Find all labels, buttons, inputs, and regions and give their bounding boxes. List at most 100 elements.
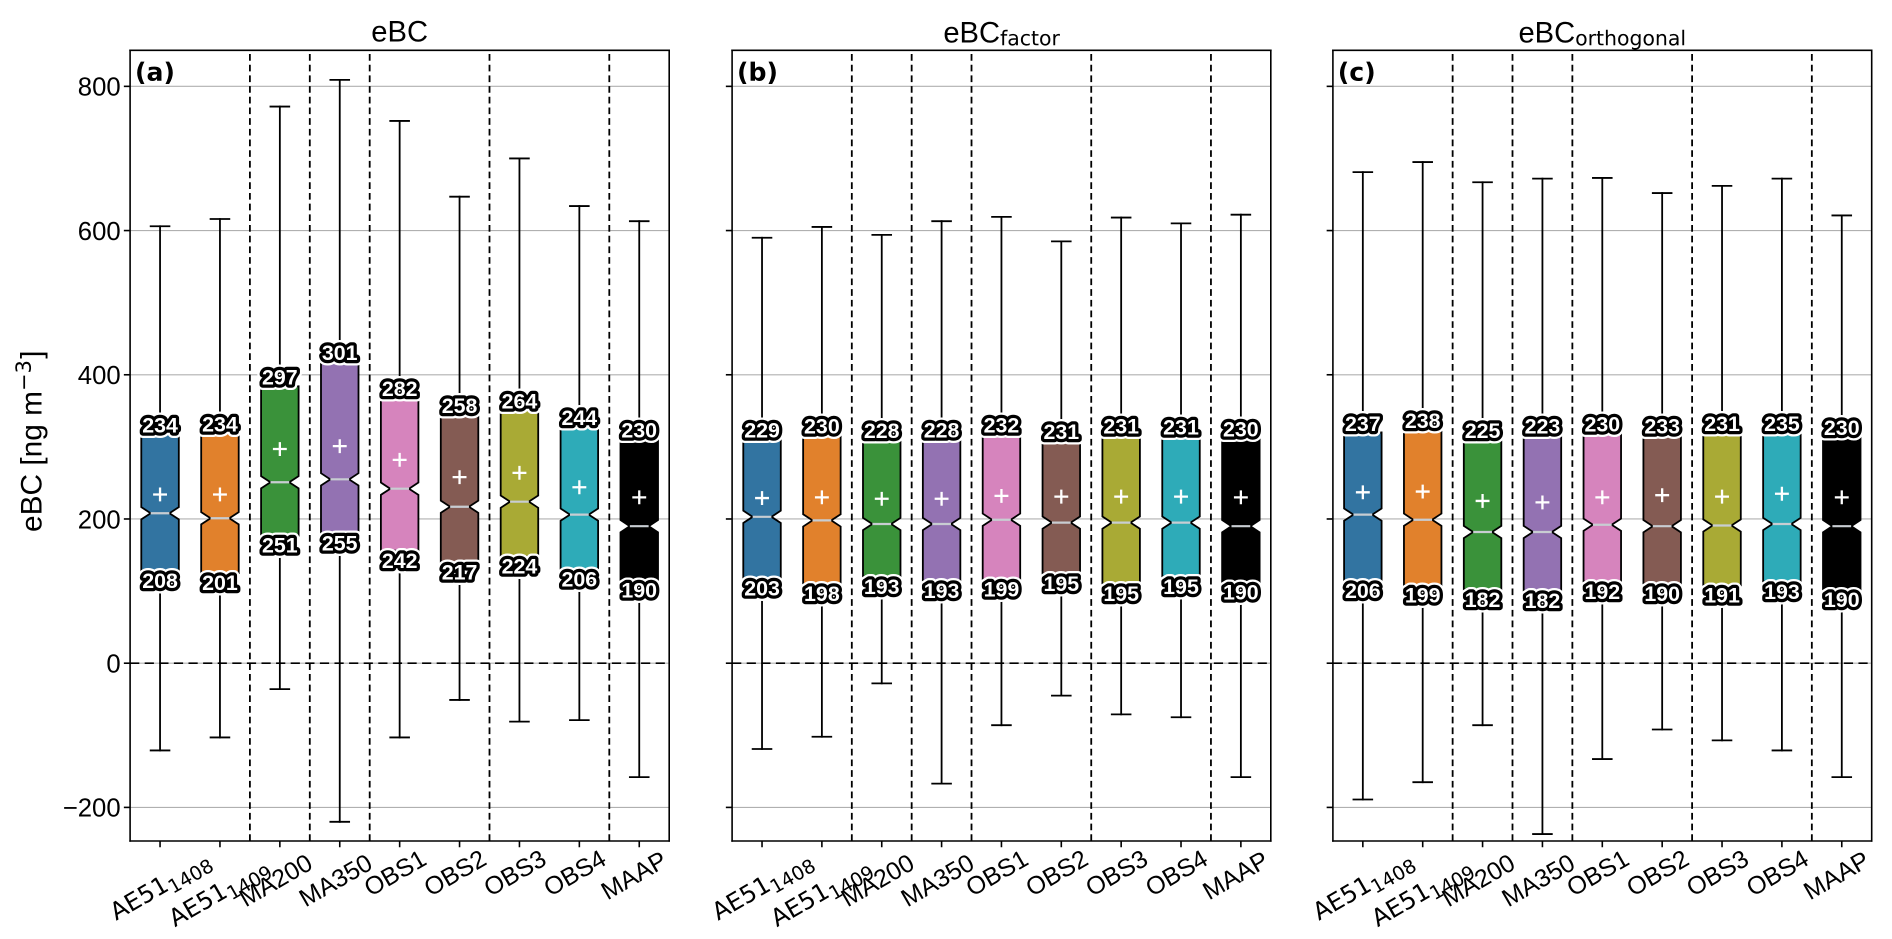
svg-text:193: 193 <box>864 575 900 599</box>
svg-text:234: 234 <box>202 413 238 437</box>
svg-text:228: 228 <box>864 419 900 443</box>
svg-text:231: 231 <box>1103 415 1139 439</box>
svg-text:230: 230 <box>621 418 657 442</box>
svg-text:234: 234 <box>142 413 178 437</box>
svg-text:190: 190 <box>1223 581 1259 605</box>
svg-text:192: 192 <box>1584 580 1620 604</box>
svg-text:251: 251 <box>262 534 298 558</box>
svg-text:282: 282 <box>382 377 418 401</box>
svg-text:228: 228 <box>924 418 960 442</box>
svg-text:195: 195 <box>1103 582 1139 606</box>
svg-text:190: 190 <box>1824 588 1860 612</box>
svg-text:225: 225 <box>1465 419 1501 443</box>
svg-text:195: 195 <box>1043 572 1079 596</box>
svg-text:224: 224 <box>502 555 538 579</box>
svg-text:242: 242 <box>382 549 418 573</box>
svg-text:230: 230 <box>804 415 840 439</box>
svg-text:193: 193 <box>1764 580 1800 604</box>
svg-text:191: 191 <box>1704 583 1740 607</box>
svg-text:232: 232 <box>984 413 1020 437</box>
svg-text:206: 206 <box>562 568 598 592</box>
svg-text:258: 258 <box>442 394 478 418</box>
svg-text:232: 232 <box>984 413 1020 437</box>
svg-text:230: 230 <box>1584 413 1620 437</box>
svg-text:193: 193 <box>924 579 960 603</box>
svg-text:195: 195 <box>1163 575 1199 599</box>
svg-text:]: ] <box>15 350 48 358</box>
svg-text:224: 224 <box>502 555 538 579</box>
svg-text:190: 190 <box>621 578 657 602</box>
svg-text:203: 203 <box>744 576 780 600</box>
svg-text:190: 190 <box>1644 582 1680 606</box>
svg-text:192: 192 <box>1584 580 1620 604</box>
svg-text:191: 191 <box>1704 583 1740 607</box>
svg-text:237: 237 <box>1345 412 1381 436</box>
svg-text:297: 297 <box>262 366 298 390</box>
svg-text:190: 190 <box>621 578 657 602</box>
svg-text:206: 206 <box>1345 579 1381 603</box>
svg-text:230: 230 <box>1824 416 1860 440</box>
svg-text:297: 297 <box>262 366 298 390</box>
svg-text:244: 244 <box>562 406 598 430</box>
svg-text:190: 190 <box>1644 582 1680 606</box>
svg-text:198: 198 <box>804 582 840 606</box>
svg-text:234: 234 <box>202 413 238 437</box>
svg-text:251: 251 <box>262 534 298 558</box>
svg-text:223: 223 <box>1525 415 1561 439</box>
svg-text:235: 235 <box>1764 412 1800 436</box>
svg-text:eBC: eBC <box>943 18 1000 50</box>
svg-text:231: 231 <box>1704 412 1740 436</box>
svg-text:231: 231 <box>1043 420 1079 444</box>
svg-text:217: 217 <box>442 560 478 584</box>
svg-text:233: 233 <box>1644 415 1680 439</box>
svg-text:238: 238 <box>1405 409 1441 433</box>
svg-text:206: 206 <box>1345 579 1381 603</box>
svg-text:230: 230 <box>1223 418 1259 442</box>
svg-text:190: 190 <box>1223 581 1259 605</box>
svg-text:255: 255 <box>322 532 358 556</box>
svg-text:800: 800 <box>78 74 121 102</box>
svg-text:199: 199 <box>984 578 1020 602</box>
svg-text:190: 190 <box>1824 588 1860 612</box>
svg-text:231: 231 <box>1163 415 1199 439</box>
svg-text:230: 230 <box>621 418 657 442</box>
svg-text:242: 242 <box>382 549 418 573</box>
svg-text:230: 230 <box>1223 418 1259 442</box>
svg-text:258: 258 <box>442 394 478 418</box>
svg-text:235: 235 <box>1764 412 1800 436</box>
svg-text:255: 255 <box>322 532 358 556</box>
svg-text:400: 400 <box>78 362 121 390</box>
svg-text:231: 231 <box>1103 415 1139 439</box>
svg-text:229: 229 <box>744 418 780 442</box>
svg-text:193: 193 <box>1764 580 1800 604</box>
svg-text:195: 195 <box>1043 572 1079 596</box>
svg-text:301: 301 <box>322 341 358 365</box>
svg-text:228: 228 <box>924 418 960 442</box>
svg-text:233: 233 <box>1644 415 1680 439</box>
svg-text:201: 201 <box>202 571 238 595</box>
svg-text:237: 237 <box>1345 412 1381 436</box>
svg-text:206: 206 <box>562 568 598 592</box>
svg-text:282: 282 <box>382 377 418 401</box>
svg-text:231: 231 <box>1043 420 1079 444</box>
svg-text:201: 201 <box>202 571 238 595</box>
svg-text:229: 229 <box>744 418 780 442</box>
svg-text:230: 230 <box>804 415 840 439</box>
svg-text:199: 199 <box>1405 583 1441 607</box>
svg-text:208: 208 <box>142 569 178 593</box>
svg-text:182: 182 <box>1465 588 1501 612</box>
svg-text:198: 198 <box>804 582 840 606</box>
svg-text:−200: −200 <box>63 795 121 823</box>
svg-text:eBC: eBC <box>371 17 428 49</box>
svg-text:193: 193 <box>864 575 900 599</box>
svg-text:193: 193 <box>924 579 960 603</box>
svg-text:230: 230 <box>1824 416 1860 440</box>
svg-text:182: 182 <box>1525 589 1561 613</box>
svg-text:195: 195 <box>1163 575 1199 599</box>
svg-text:228: 228 <box>864 419 900 443</box>
svg-text:195: 195 <box>1103 582 1139 606</box>
svg-text:199: 199 <box>984 578 1020 602</box>
svg-text:223: 223 <box>1525 415 1561 439</box>
svg-text:234: 234 <box>142 413 178 437</box>
svg-text:208: 208 <box>142 569 178 593</box>
